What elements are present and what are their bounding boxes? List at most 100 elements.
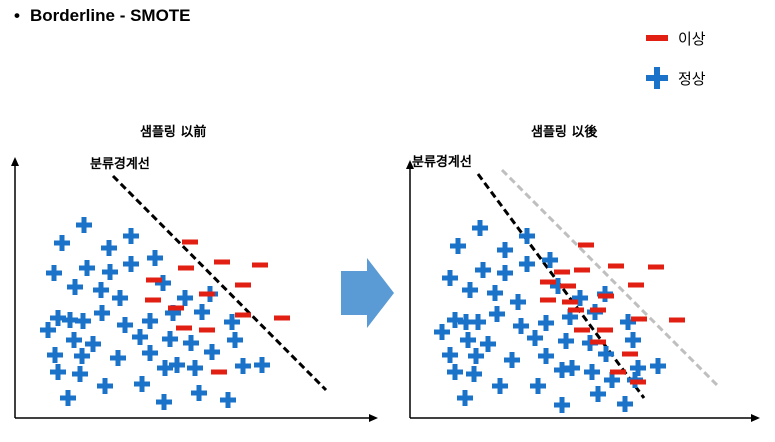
after-minority-point [631, 316, 647, 322]
after-majority-point [442, 347, 458, 363]
after-minority-point [574, 327, 590, 333]
before-majority-point [142, 345, 158, 361]
before-minority-point [252, 262, 268, 268]
before-majority-point [155, 275, 171, 291]
after-majority-point [442, 270, 458, 286]
before-minority-point [176, 325, 192, 331]
after-majority-point [598, 346, 614, 362]
after-majority-point [527, 330, 543, 346]
before-majority-point [50, 364, 66, 380]
before-minority-point [214, 259, 230, 265]
after-majority-point [650, 358, 666, 374]
after-majority-point [468, 348, 484, 364]
after-majority-point [457, 390, 473, 406]
legend-majority: 정상 [646, 66, 706, 90]
after-minority-point [578, 242, 594, 248]
after-minority-point [630, 379, 646, 385]
after-minority-point [540, 279, 556, 285]
before-majority-point [117, 317, 133, 333]
after-minority-point [562, 299, 578, 305]
after-majority-point [538, 315, 554, 331]
after-majority-point [475, 262, 491, 278]
minus-icon [646, 35, 668, 41]
before-majority-point [156, 394, 172, 410]
before-majority-point [224, 314, 240, 330]
before-majority-point [187, 360, 203, 376]
after-majority-point [487, 285, 503, 301]
after-majority-point [530, 378, 546, 394]
before-majority-point [204, 344, 220, 360]
after-majority-point [625, 332, 641, 348]
after-majority-point [480, 336, 496, 352]
before-majority-point [101, 240, 117, 256]
before-minority-point [146, 277, 162, 283]
after-minority-point [560, 283, 576, 289]
after-minority-point [622, 351, 638, 357]
before-minority-point [168, 305, 184, 311]
before-minority-point [199, 327, 215, 333]
before-majority-point [157, 360, 173, 376]
after-majority-point [460, 332, 476, 348]
panel-before-title: 샘플링 以前 [140, 125, 207, 140]
before-majority-point [123, 256, 139, 272]
bullet: • [14, 6, 20, 25]
before-majority-point [67, 279, 83, 295]
after-majority-point [554, 362, 570, 378]
after-majority-point [542, 252, 558, 268]
before-majority-point [169, 357, 185, 373]
before-majority-point [74, 348, 90, 364]
before-majority-point [102, 264, 118, 280]
after-majority-point [590, 386, 606, 402]
before-majority-point [85, 336, 101, 352]
after-majority-point [470, 314, 486, 330]
after-majority-point [562, 309, 578, 325]
after-minority-point [610, 369, 626, 375]
before-majority-point [93, 282, 109, 298]
after-minority-point [590, 339, 606, 345]
after-majority-point [458, 314, 474, 330]
before-majority-point [60, 390, 76, 406]
after-majority-point [519, 256, 535, 272]
after-majority-point [554, 397, 570, 413]
before-majority-point [50, 310, 66, 326]
before-majority-point [94, 305, 110, 321]
before-minority-point [182, 239, 198, 245]
before-majority-point [132, 329, 148, 345]
before-majority-point [162, 331, 178, 347]
after-shifted-boundary [500, 168, 719, 387]
before-majority-point [75, 313, 91, 329]
after-minority-point [590, 307, 606, 313]
after-y-axis-arrowhead [406, 160, 414, 169]
before-majority-point [76, 217, 92, 233]
before-majority-point [112, 290, 128, 306]
before-majority-point [123, 228, 139, 244]
before-majority-point [165, 305, 181, 321]
after-majority-point [519, 228, 535, 244]
before-majority-point [40, 322, 56, 338]
before-minority-point [199, 291, 215, 297]
before-minority-point [145, 297, 161, 303]
before-majority-point [235, 358, 251, 374]
after-minority-point [598, 293, 614, 299]
transition-arrow [341, 258, 394, 328]
before-minority-point [211, 369, 227, 375]
before-majority-point [183, 335, 199, 351]
after-minority-point [574, 267, 590, 273]
before-minority-point [274, 315, 290, 321]
before-x-axis-arrowhead [369, 414, 378, 422]
before-majority-point [46, 265, 62, 281]
after-majority-point [472, 220, 488, 236]
legend-minority-label: 이상 [678, 29, 706, 48]
after-majority-point [617, 396, 633, 412]
before-majority-point [110, 350, 126, 366]
after-majority-point [434, 324, 450, 340]
after-majority-point [550, 278, 566, 294]
after-majority-point [538, 348, 554, 364]
after-minority-point [568, 307, 584, 313]
after-majority-point [450, 238, 466, 254]
before-majority-point [227, 332, 243, 348]
after-majority-point [466, 366, 482, 382]
after-majority-point [604, 372, 620, 388]
before-majority-point [220, 392, 236, 408]
after-x-axis-arrowhead [751, 414, 760, 422]
